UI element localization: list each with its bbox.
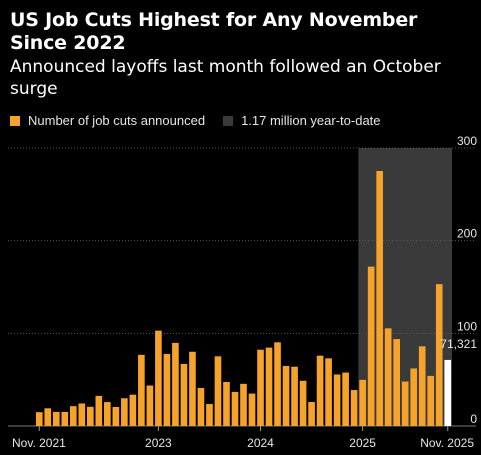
bar: [274, 342, 281, 426]
bar: [427, 375, 435, 426]
bar: [435, 284, 443, 426]
legend-item-year-to-date: 1.17 million year-to-date: [223, 113, 381, 128]
bar: [172, 342, 179, 426]
bar: [180, 363, 188, 426]
x-axis-tick-label: 2025: [349, 436, 376, 450]
bar: [189, 351, 196, 426]
bar: [231, 391, 239, 426]
bar: [240, 383, 247, 426]
x-axis-tick-label: 2024: [247, 436, 274, 450]
y-axis-tick-label: 300: [457, 134, 477, 148]
chart-title: US Job Cuts Highest for Any November Sin…: [10, 9, 418, 54]
bar: [333, 374, 341, 426]
bar: [393, 339, 401, 426]
y-axis-tick-label: 0: [470, 412, 477, 426]
bar: [163, 353, 171, 426]
bar: [257, 349, 264, 426]
x-axis-tick-label: Nov. 2021: [12, 436, 66, 450]
legend: Number of job cuts announced 1.17 millio…: [10, 113, 475, 128]
bar: [138, 354, 145, 426]
bar: [223, 381, 230, 426]
bar: [35, 412, 43, 426]
bar: [95, 395, 103, 426]
value-annotation: 71,321: [440, 337, 477, 351]
bar: [418, 346, 426, 426]
y-axis-tick-label: 100: [457, 319, 477, 333]
bar: [129, 394, 137, 426]
bar: [78, 403, 86, 426]
bar: [104, 402, 111, 426]
legend-label-job-cuts: Number of job cuts announced: [28, 113, 206, 128]
x-axis-tick-label: Nov. 2025: [420, 436, 474, 450]
bar: [401, 381, 409, 426]
bar: [342, 372, 349, 426]
bar: [44, 408, 52, 426]
bar: [112, 407, 120, 426]
bar: [197, 388, 205, 426]
legend-item-job-cuts: Number of job cuts announced: [10, 113, 205, 128]
x-axis-tick-label: 2023: [145, 436, 172, 450]
legend-swatch-orange: [10, 115, 20, 126]
legend-label-year-to-date: 1.17 million year-to-date: [241, 113, 381, 128]
bar: [376, 170, 383, 426]
bar: [69, 406, 77, 426]
bar: [214, 356, 222, 426]
bar: [316, 355, 324, 426]
bar: [282, 365, 290, 426]
bar: [291, 366, 298, 426]
y-axis-tick-label: 200: [457, 227, 477, 241]
bar: [61, 411, 69, 426]
bar: [206, 404, 213, 426]
bar: [350, 390, 358, 426]
bar: [146, 385, 154, 426]
chart-subtitle: Announced layoffs last month followed an…: [10, 57, 441, 99]
bar: [52, 411, 60, 426]
bar: [384, 328, 392, 426]
bar: [265, 347, 273, 426]
bar: [308, 401, 315, 426]
bar: [410, 368, 418, 426]
bar: [444, 359, 452, 426]
bar: [325, 358, 332, 426]
bar: [248, 393, 256, 426]
bar: [367, 266, 375, 426]
bar: [121, 398, 128, 426]
bar: [359, 379, 366, 426]
bar: [155, 330, 162, 426]
legend-swatch-gray: [223, 115, 234, 126]
bar: [86, 406, 94, 426]
bar: [299, 380, 307, 426]
